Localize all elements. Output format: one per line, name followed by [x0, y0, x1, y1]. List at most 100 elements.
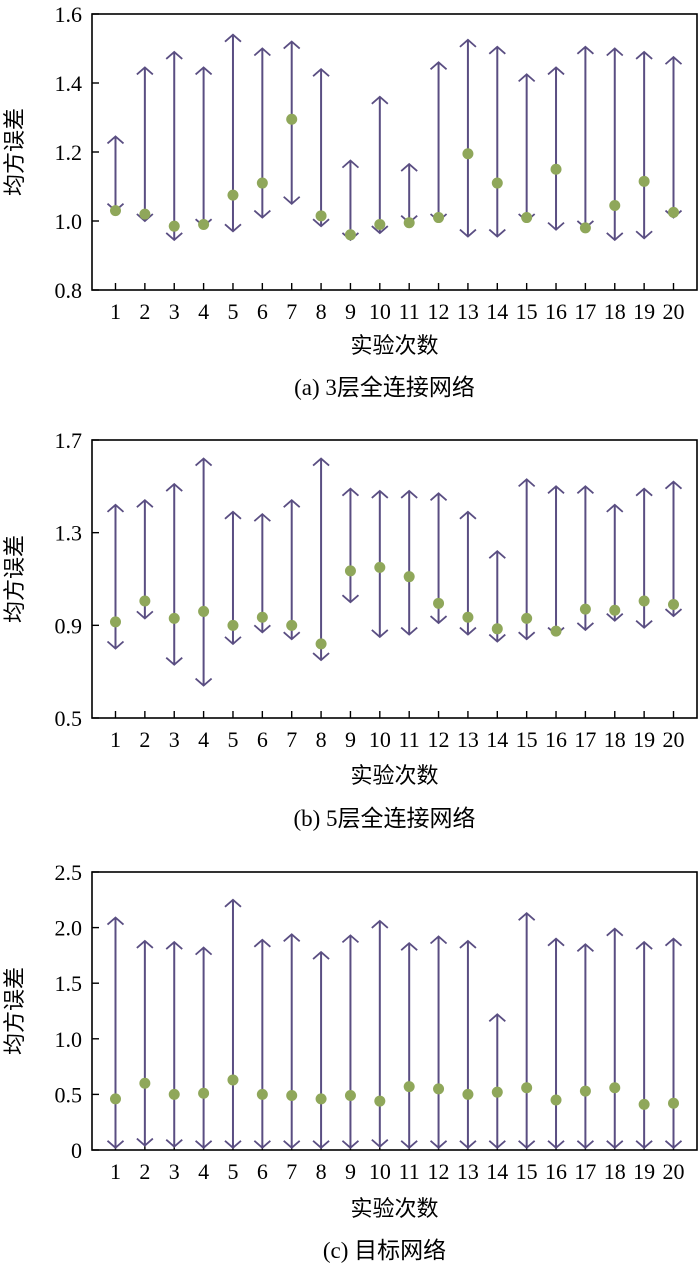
chart2-lower-arrowhead	[341, 594, 360, 604]
chart3-mean-point	[374, 1095, 386, 1107]
chart2-xtick-label: 4	[198, 727, 209, 752]
chart3-ytick-label: 1.5	[55, 971, 83, 996]
chart1-range-11	[400, 162, 418, 229]
chart2-upper-arrowhead	[312, 457, 330, 467]
chart2-upper-arrowhead	[429, 492, 448, 501]
chart2-mean-point	[198, 605, 210, 617]
chart1-caption: (a) 3层全连接网络	[294, 375, 475, 400]
chart3-range-4	[195, 946, 213, 1149]
chart1-range-17	[576, 45, 594, 234]
chart3-lower-arrowhead	[283, 1140, 301, 1149]
chart2-ytick-label: 1.3	[55, 521, 83, 546]
chart3-panel: 00.51.01.52.02.51 2 3 4 5 6 7 8 9 10 11 12 13 14 15 16 1…	[3, 860, 698, 1263]
chart2-range-8	[312, 457, 330, 662]
chart1-lower-arrowhead	[253, 209, 271, 219]
chart3-mean-point	[462, 1088, 474, 1100]
chart3-upper-arrowhead	[606, 927, 624, 937]
chart3-range-8	[312, 950, 330, 1149]
chart2-lower-arrowhead	[136, 610, 154, 620]
chart3-upper-arrowhead	[195, 946, 213, 956]
chart3-xtick-label: 1	[110, 1159, 121, 1184]
chart3-xtick-label: 19	[633, 1159, 655, 1184]
chart2-lower-arrowhead	[224, 636, 242, 646]
chart2-xtick-label: 5	[227, 727, 238, 752]
chart2-upper-arrowhead	[195, 457, 213, 467]
chart1-plot-frame	[91, 13, 698, 291]
chart2-upper-arrowhead	[106, 503, 125, 513]
chart3-upper-arrowhead	[136, 939, 154, 949]
chart1-range-5	[224, 33, 242, 233]
chart3-ytick-label: 0	[71, 1138, 82, 1163]
chart1-xtick-label: 18	[604, 299, 626, 324]
chart3-upper-arrowhead	[283, 933, 301, 942]
chart2-upper-arrowhead	[400, 489, 418, 499]
chart2-mean-point	[462, 611, 474, 623]
chart2-mean-point	[521, 612, 533, 624]
chart3-range-6	[253, 938, 271, 1149]
chart3-range-10	[371, 919, 389, 1148]
chart2-xtick-label: 15	[516, 727, 538, 752]
chart2-xtick-label: 8	[316, 727, 327, 752]
chart3-range-9	[341, 934, 360, 1149]
chart2-xtick-label: 20	[663, 727, 685, 752]
chart3-range-3	[165, 940, 183, 1148]
chart3-upper-arrowhead	[664, 937, 683, 947]
chart3-mean-point	[227, 1074, 239, 1086]
chart3-lower-arrowhead	[371, 1138, 389, 1148]
chart2-upper-arrowhead	[253, 512, 271, 522]
chart3-upper-arrowhead	[459, 939, 477, 949]
chart3-xtick-label: 11	[399, 1159, 420, 1184]
chart1-xtick-label: 2	[139, 299, 150, 324]
chart1-xtick-label: 6	[257, 299, 268, 324]
chart2-lower-arrowhead	[576, 622, 594, 632]
chart3-mean-point	[344, 1090, 356, 1102]
chart3-upper-arrowhead	[488, 1013, 506, 1023]
chart2-mean-point	[139, 595, 151, 607]
chart1-ytick-label: 0.8	[55, 278, 83, 303]
chart1-ytick-label: 1.4	[55, 71, 83, 96]
chart1-upper-arrowhead	[312, 68, 330, 77]
chart3-xtick-label: 10	[369, 1159, 391, 1184]
chart1-ytick-label: 1.6	[55, 2, 83, 27]
chart1-upper-arrowhead	[106, 135, 125, 145]
chart1-upper-arrowhead	[635, 50, 653, 60]
chart3-xtick-label: 8	[316, 1159, 327, 1184]
chart3-range-15	[518, 911, 536, 1149]
chart3-xtick-label: 15	[516, 1159, 538, 1184]
chart2-xtick-label: 3	[169, 727, 180, 752]
chart3-ytick-label: 1.0	[55, 1027, 83, 1052]
chart3-ytick-label: 2.5	[55, 860, 83, 885]
chart1-mean-point	[139, 208, 151, 220]
chart3-upper-arrowhead	[635, 940, 653, 950]
chart1-upper-arrowhead	[224, 33, 242, 43]
chart1-range-16	[547, 66, 565, 231]
chart3-mean-point	[168, 1088, 180, 1100]
chart1-upper-arrowhead	[283, 40, 301, 50]
chart3-mean-point	[433, 1083, 445, 1095]
chart2-ytick-label: 0.9	[55, 613, 83, 638]
chart1-lower-arrowhead	[635, 230, 653, 240]
chart2-lower-arrowhead	[459, 626, 477, 636]
chart3-mean-point	[315, 1093, 327, 1105]
chart3-range-11	[400, 941, 418, 1149]
chart3-range-16	[547, 937, 565, 1149]
chart2-lower-arrowhead	[106, 640, 125, 650]
chart3-lower-arrowhead	[400, 1140, 418, 1149]
chart2-lower-arrowhead	[488, 633, 506, 643]
chart2-range-17	[576, 485, 594, 632]
chart2-upper-arrowhead	[283, 499, 301, 508]
chart1-xtick-label: 4	[198, 299, 209, 324]
chart1-panel: 0.81.01.21.41.61 2 3 4 5 6 7 8 9 10 11 12 13 14 15 16 17…	[3, 2, 698, 400]
chart3-mean-point	[638, 1098, 650, 1110]
chart1-range-13	[459, 38, 477, 238]
chart2-mean-point	[550, 625, 562, 637]
chart3-range-2	[136, 939, 154, 1147]
chart2-mean-point	[374, 561, 386, 573]
chart2-upper-arrowhead	[371, 489, 389, 499]
chart1-mean-point	[521, 212, 533, 224]
chart1-ytick-label: 1.0	[55, 209, 83, 234]
chart3-upper-arrowhead	[165, 940, 183, 950]
chart2-xtick-label: 11	[399, 727, 420, 752]
chart3-range-5	[224, 898, 242, 1149]
